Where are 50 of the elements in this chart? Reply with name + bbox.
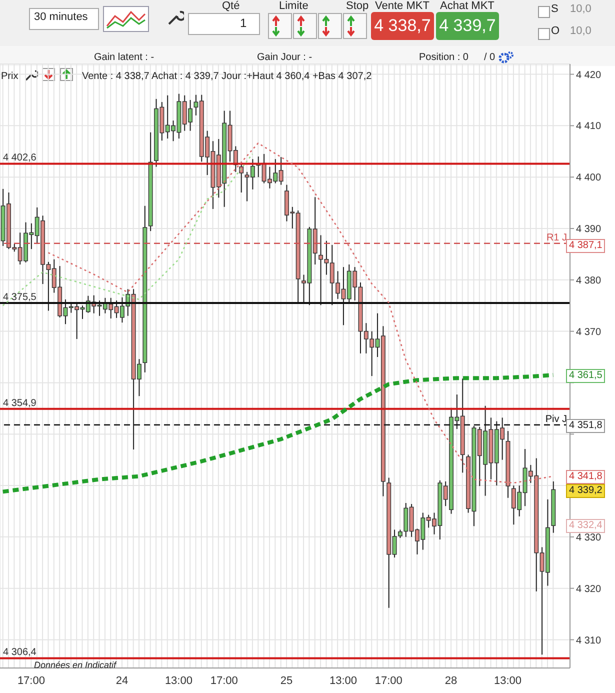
ref-line-label: Piv J xyxy=(545,414,567,425)
y-tick-label: 4 380 xyxy=(576,275,602,286)
y-tick-label: 4 310 xyxy=(576,635,602,646)
text: 4 351,8 xyxy=(566,419,606,433)
text: Gain Jour : - xyxy=(257,52,312,63)
ref-line-label: 4 306,4 xyxy=(3,647,37,658)
x-tick-label: 17:00 xyxy=(374,674,402,687)
x-tick-label: 17:00 xyxy=(210,674,238,687)
y-tick-label: 4 370 xyxy=(576,326,602,338)
x-tick-label: 13:00 xyxy=(329,674,358,687)
text: O xyxy=(551,25,560,37)
annotation: Données en Indicatif xyxy=(34,660,116,670)
text: Qté xyxy=(222,0,240,12)
text: / 0 xyxy=(484,52,496,63)
text: 30 minutes xyxy=(34,11,88,23)
annotation: Prix xyxy=(1,71,18,82)
x-tick-label: 25 xyxy=(280,674,293,687)
line-series xyxy=(2,153,254,306)
y-tick-label: 4 400 xyxy=(576,172,602,184)
x-tick-label: 13:00 xyxy=(494,674,522,687)
text: Vente MKT xyxy=(375,0,430,12)
text: 10,0 xyxy=(570,3,592,15)
y-tick-label: 4 390 xyxy=(576,224,602,236)
text: S xyxy=(551,3,558,15)
ref-line-label: 4 354,9 xyxy=(3,398,37,409)
y-tick-label: 4 420 xyxy=(576,70,602,81)
text: 10,0 xyxy=(570,25,592,37)
annotation: Vente : 4 338,7 Achat : 4 339,7 Jour :+Haut 4 360,4 +Bas 4 307,2 xyxy=(82,71,372,82)
candlestick xyxy=(239,161,244,194)
y-tick-label: 4 320 xyxy=(576,584,602,595)
x-tick-label: 13:00 xyxy=(164,674,192,687)
text: Stop xyxy=(346,0,369,12)
ref-line-label: R1 J xyxy=(546,232,567,244)
x-tick-label: 28 xyxy=(444,674,458,687)
text: Position : 0 xyxy=(419,52,468,63)
x-tick-label: 17:00 xyxy=(17,674,45,687)
text: 4 332,4 xyxy=(566,519,606,533)
text: Gain latent : - xyxy=(94,52,154,63)
text: 1 xyxy=(240,16,247,30)
y-tick-label: 4 410 xyxy=(576,121,602,132)
text: Limite xyxy=(279,0,308,12)
text: 4 341,8 xyxy=(566,470,606,484)
y-tick-label: 4 330 xyxy=(576,532,602,544)
ref-line-label: 4 375,5 xyxy=(3,292,37,304)
x-tick-label: 24 xyxy=(116,674,128,687)
text: 4 361,5 xyxy=(566,369,606,383)
text: 4 387,1 xyxy=(566,239,606,253)
text: 4 339,2 xyxy=(566,484,606,498)
ref-line-label: 4 402,6 xyxy=(3,152,37,164)
text: Achat MKT xyxy=(440,0,494,12)
